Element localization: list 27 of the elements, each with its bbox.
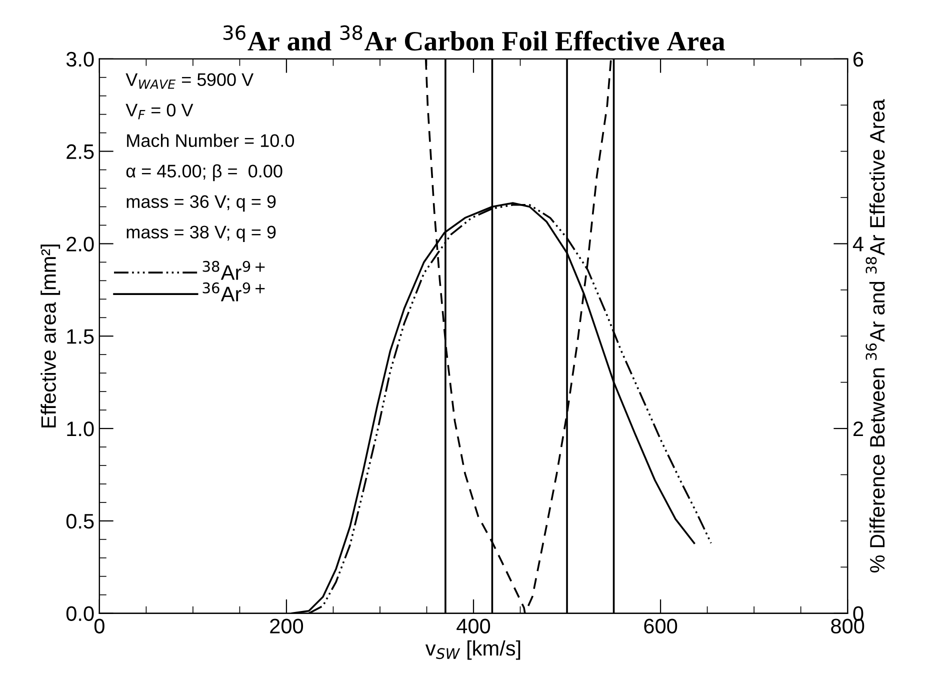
y-tick-label: 1.0	[67, 422, 94, 436]
x-tick-label: 600	[644, 618, 678, 634]
y-tick-label: 3.0	[66, 52, 94, 67]
chart-title: $^{36}$Ar and $^{38}$Ar Carbon Foil Effective Area	[223, 25, 725, 51]
y-tick-label: 1.5	[67, 329, 94, 344]
x-tick-label: 800	[831, 618, 864, 634]
y-tick-label: 0.0	[66, 606, 94, 622]
legend-label: $^{36}$Ar$^{9+}$	[202, 282, 265, 302]
y2-tick-label: 2	[853, 422, 863, 436]
y2-tick-label: 4	[852, 236, 864, 252]
annotation: mass = 36 V; q = 9	[126, 195, 276, 212]
legend-label: $^{38}$Ar$^{9+}$	[202, 260, 265, 280]
x-axis-title: v$_{SW}$ [km/s]	[425, 640, 520, 660]
y2-axis-title: % Difference Between $^{36}$Ar and $^{38}$Ar Effective Area	[866, 99, 885, 572]
annotation: mass = 38 V; q = 9	[126, 226, 276, 242]
y2-tick-label: 6	[853, 52, 864, 67]
x-tick-label: 400	[456, 618, 490, 634]
annotation: Mach Number = 10.0	[127, 134, 294, 148]
y-tick-label: 2.0	[66, 236, 94, 252]
annotation: V$_{WAVE}$ = 5900 V	[126, 73, 254, 89]
y-tick-label: 2.5	[66, 144, 94, 160]
annotation: V$_{F}$ = 0 V	[126, 104, 194, 120]
x-tick-label: 0	[94, 618, 104, 634]
y-tick-label: 0.5	[66, 514, 94, 529]
x-tick-label: 200	[270, 618, 304, 634]
annotation: α = 45.00; β = 0.00	[126, 164, 282, 182]
y-axis-title: Effective area [mm²]	[40, 244, 60, 428]
